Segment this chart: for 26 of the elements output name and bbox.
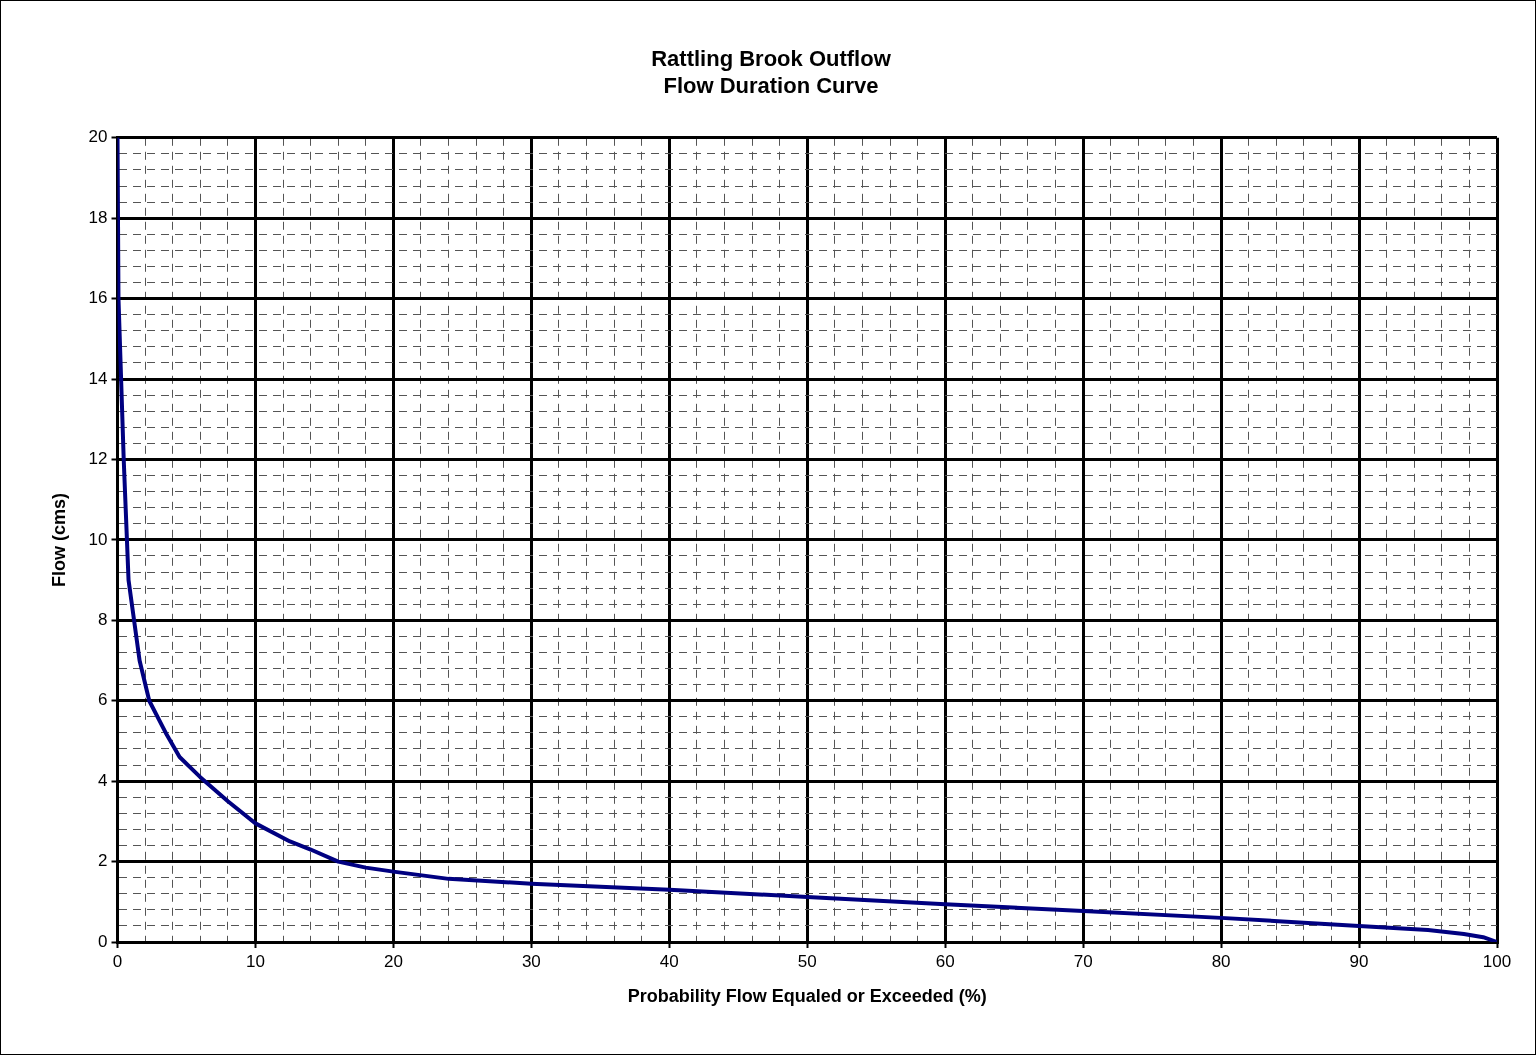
y-tick-label: 4 <box>98 770 108 790</box>
x-tick-label: 30 <box>521 951 541 971</box>
y-tick-label: 6 <box>98 690 108 710</box>
y-tick-label: 2 <box>98 851 108 871</box>
text: Flow Duration Curve <box>663 72 879 98</box>
x-tick-label: 10 <box>246 951 265 971</box>
y-tick-label: 10 <box>88 529 108 549</box>
x-tick-label: 70 <box>1073 951 1093 971</box>
x-tick-label: 90 <box>1349 951 1369 971</box>
x-tick-label: 40 <box>659 951 679 971</box>
y-tick-label: 0 <box>98 931 108 951</box>
y-axis-title: Flow (cms) <box>48 492 69 587</box>
x-tick-label: 100 <box>1482 951 1512 971</box>
y-tick-label: 14 <box>88 368 108 388</box>
x-axis-title: Probability Flow Equaled or Exceeded (%) <box>627 986 987 1007</box>
y-tick-label: 16 <box>88 288 108 308</box>
y-tick-label: 8 <box>98 610 108 630</box>
x-tick-label: 20 <box>383 951 403 971</box>
x-tick-label: 80 <box>1211 951 1231 971</box>
y-tick-label: 12 <box>88 449 108 469</box>
text: Rattling Brook Outflow <box>651 46 891 72</box>
x-tick-label: 50 <box>797 951 817 971</box>
x-tick-label: 0 <box>112 951 123 971</box>
y-tick-label: 18 <box>88 207 108 227</box>
x-tick-label: 60 <box>935 951 955 971</box>
y-tick-label: 20 <box>88 127 108 147</box>
